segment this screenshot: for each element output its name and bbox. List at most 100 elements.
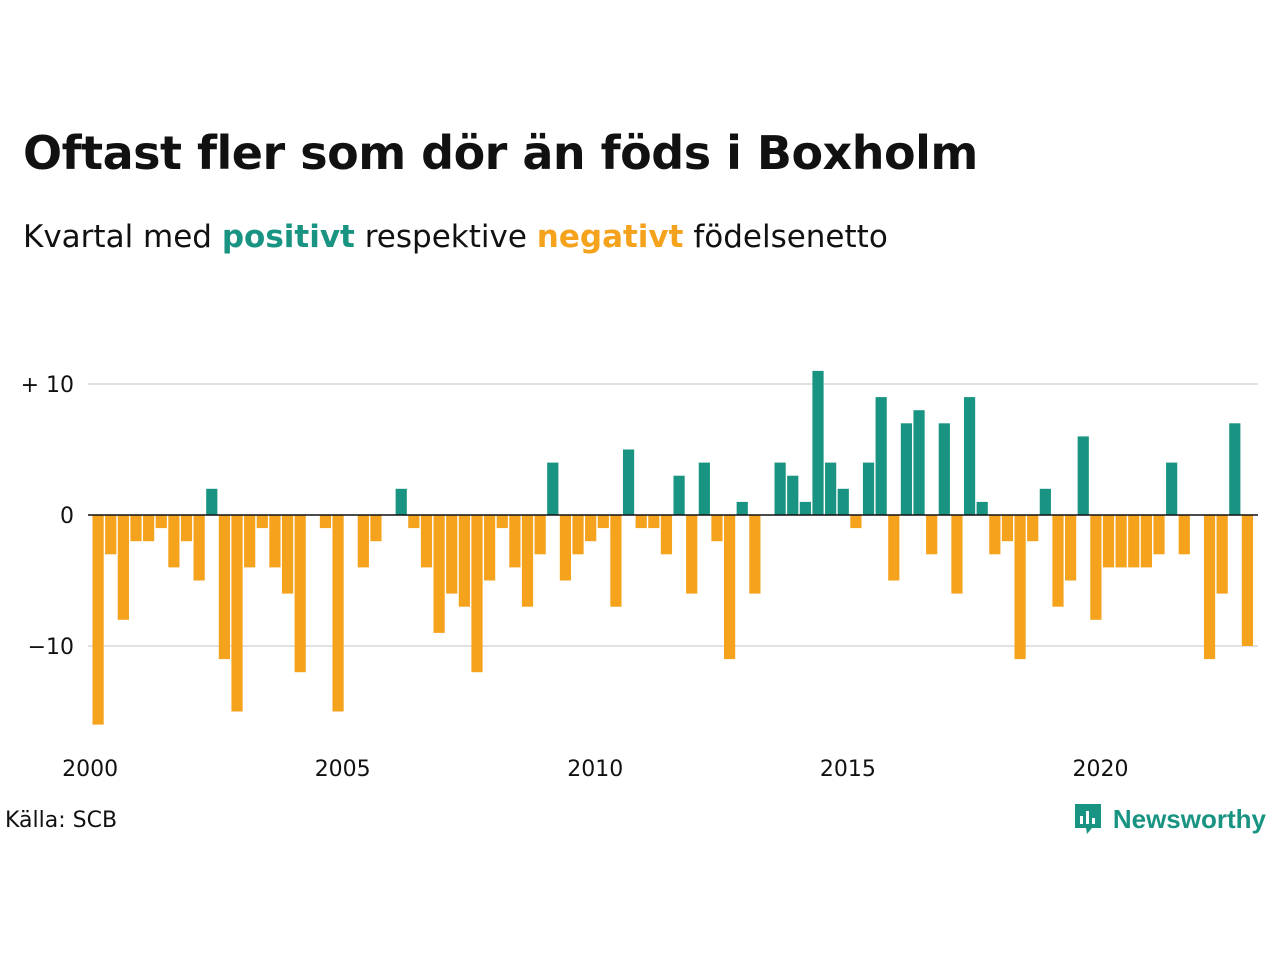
bar: [471, 515, 483, 673]
bar: [1027, 515, 1039, 542]
x-tick-label: 2015: [820, 757, 876, 782]
bar: [559, 515, 572, 581]
bar: [433, 515, 445, 633]
source-note: Källa: SCB: [5, 808, 118, 833]
bar: [231, 515, 243, 712]
x-tick-label: 2005: [315, 757, 371, 782]
bar: [900, 423, 913, 515]
bar: [370, 515, 382, 542]
subtitle-positive-word: positivt: [221, 219, 355, 255]
bar: [597, 515, 609, 529]
chart-subtitle: Kvartal med positivt respektive negativt…: [23, 219, 888, 256]
bar: [332, 515, 344, 712]
bar: [875, 397, 887, 515]
bar: [130, 515, 142, 542]
bar: [572, 515, 584, 555]
brand-name: Newsworthy: [1112, 803, 1266, 834]
bar: [711, 515, 723, 542]
bar: [547, 462, 559, 515]
bar: [105, 515, 117, 555]
bar: [787, 475, 799, 515]
bar: [913, 410, 925, 515]
bar: [1203, 515, 1216, 660]
bar: [1102, 515, 1115, 568]
bar: [143, 515, 155, 542]
bar: [1241, 515, 1254, 646]
bar: [218, 515, 230, 660]
bar: [585, 515, 597, 542]
subtitle-text-middle: respektive: [354, 219, 537, 255]
bar: [168, 515, 180, 568]
bars: [88, 370, 1258, 725]
bar: [724, 515, 736, 660]
bar: [1052, 515, 1064, 607]
chart-title: Oftast fler som dör än föds i Boxholm: [23, 126, 978, 180]
bar: [408, 515, 420, 529]
bar: [799, 501, 811, 515]
bar: [1115, 515, 1127, 568]
bar: [319, 515, 332, 529]
y-tick-label: + 10: [21, 373, 74, 398]
x-tick-label: 2020: [1073, 757, 1129, 782]
bar: [1065, 515, 1077, 581]
bar: [774, 462, 786, 515]
bar: [269, 515, 281, 568]
bar: [648, 515, 660, 529]
bar: [496, 515, 508, 529]
bar: [1077, 436, 1089, 515]
bar: [660, 515, 673, 555]
x-tick-label: 2010: [567, 757, 623, 782]
y-tick-label: −10: [28, 635, 74, 660]
newsworthy-brand[interactable]: Newsworthy: [1073, 802, 1266, 836]
bar: [509, 515, 521, 568]
bar: [850, 515, 862, 529]
bar: [837, 488, 849, 515]
bar: [1216, 515, 1228, 594]
bar: [256, 515, 268, 529]
bar: [193, 515, 205, 581]
bar: [862, 462, 875, 515]
grid-lines: [88, 383, 1258, 647]
bar: [1166, 462, 1178, 515]
bar: [484, 515, 496, 581]
bar: [698, 462, 710, 515]
bar: [1014, 515, 1026, 660]
bar: [155, 515, 167, 529]
bar: [673, 475, 685, 515]
bar: [244, 515, 256, 568]
bar: [888, 515, 900, 581]
bar: [1153, 515, 1165, 555]
bar: [180, 515, 193, 542]
bar: [686, 515, 698, 594]
bar: [635, 515, 647, 529]
bar: [357, 515, 369, 568]
bar: [294, 515, 306, 673]
subtitle-text-end: födelsenetto: [683, 219, 888, 255]
x-axis-labels: 2000 2005 2010 2015 2020: [62, 757, 1128, 782]
bar: [206, 488, 218, 515]
bar: [951, 515, 963, 594]
bar: [963, 397, 976, 515]
bar: [117, 515, 129, 620]
bar: [446, 515, 458, 594]
bar: [610, 515, 622, 607]
bar: [1090, 515, 1102, 620]
bar: [458, 515, 470, 607]
x-tick-label: 2000: [62, 757, 118, 782]
bar: [281, 515, 294, 594]
bar: [926, 515, 938, 555]
newsworthy-logo-icon: [1074, 804, 1101, 834]
bar: [622, 449, 635, 515]
bar: [1178, 515, 1190, 555]
bar: [989, 515, 1001, 555]
bar: [1229, 423, 1241, 515]
bar: [749, 515, 761, 594]
bar: [521, 515, 534, 607]
y-tick-label: 0: [60, 504, 74, 529]
bar: [938, 423, 950, 515]
subtitle-text-start: Kvartal med: [23, 219, 222, 255]
bar: [1039, 488, 1051, 515]
bar: [534, 515, 546, 555]
bar: [1140, 515, 1152, 568]
y-axis-labels: + 10 0 −10: [21, 373, 74, 660]
